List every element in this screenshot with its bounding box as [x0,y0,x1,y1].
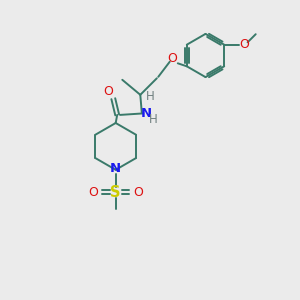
Text: H: H [149,113,158,127]
Text: O: O [103,85,113,98]
Text: O: O [167,52,177,65]
Text: O: O [134,186,143,199]
Text: S: S [110,185,121,200]
Text: O: O [88,186,98,199]
Text: H: H [146,90,154,103]
Text: N: N [140,107,152,120]
Text: O: O [239,38,249,51]
Text: N: N [110,162,121,176]
